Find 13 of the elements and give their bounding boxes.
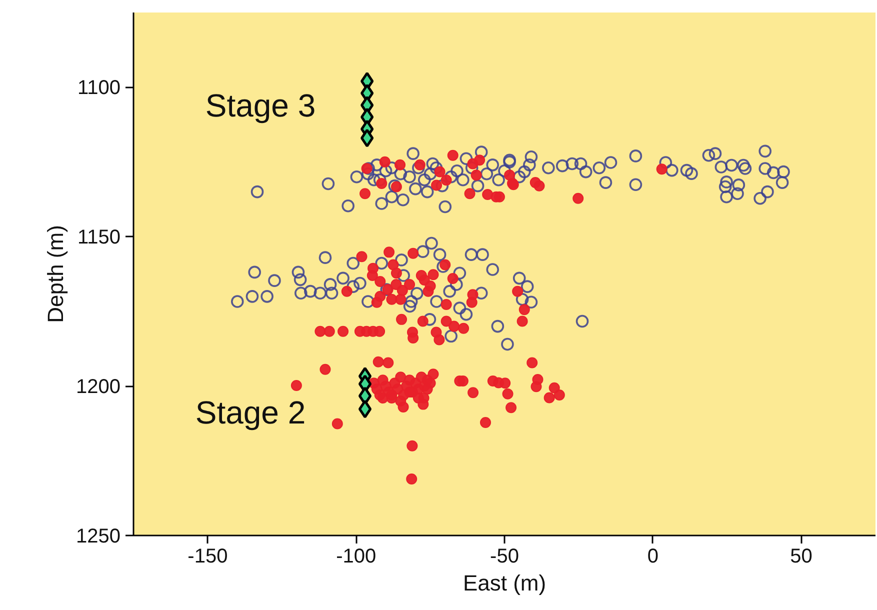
y-tick-label: 1150: [77, 226, 121, 249]
y-tick-label: 1100: [77, 77, 121, 100]
annotation: Stage 3: [205, 88, 316, 124]
x-tick-label: -100: [336, 546, 376, 568]
y-tick-label: 1200: [76, 376, 121, 398]
x-tick-label: 0: [647, 546, 658, 568]
x-tick-label: 50: [790, 546, 812, 568]
y-tick-label: 1250: [76, 526, 121, 548]
annotation: Stage 2: [195, 394, 306, 430]
x-tick-label: -50: [490, 546, 519, 568]
y-axis-title: Depth (m): [43, 225, 68, 323]
x-tick-label: -150: [188, 546, 228, 568]
x-axis-title: East (m): [462, 570, 546, 596]
